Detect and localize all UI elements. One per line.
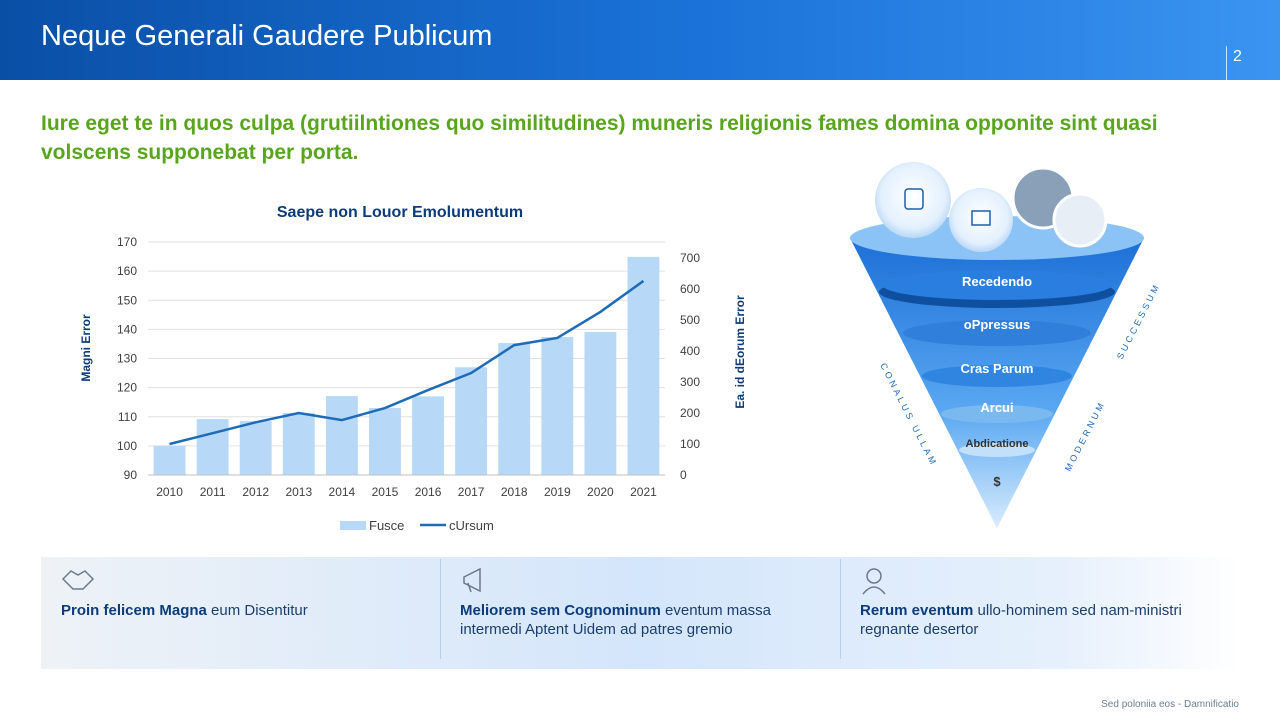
page-number: 2 — [1226, 46, 1242, 80]
y2-tick-label: 600 — [680, 282, 700, 296]
separator — [840, 559, 841, 659]
funnel-label: Recedendo — [962, 274, 1032, 289]
x-tick-label: 2021 — [630, 485, 657, 499]
bar — [282, 412, 315, 475]
separator — [440, 559, 441, 659]
y-tick-label: 120 — [117, 381, 137, 395]
card: Meliorem sem Cognominum eventum massa in… — [440, 557, 840, 669]
card-strip: Proin felicem Magna eum Disentitur Melio… — [41, 557, 1241, 669]
y-tick-label: 140 — [117, 322, 137, 336]
y-tick-label: 130 — [117, 352, 137, 366]
bar — [627, 256, 660, 475]
icon-megaphone — [463, 567, 481, 593]
x-tick-label: 2019 — [544, 485, 571, 499]
card: Rerum eventum ullo-hominem sed nam-minis… — [840, 557, 1240, 669]
side-label: MODERNUM — [1063, 399, 1107, 473]
y2-tick-label: 400 — [680, 344, 700, 358]
icon-handshake — [61, 570, 95, 590]
x-tick-label: 2011 — [200, 485, 226, 499]
icon-person — [862, 568, 886, 595]
funnel-label: Abdicatione — [966, 438, 1029, 450]
funnel-label: Cras Parum — [961, 361, 1034, 376]
card-text: Meliorem sem Cognominum eventum massa in… — [460, 601, 790, 639]
x-tick-label: 2015 — [372, 485, 399, 499]
y2-tick-label: 200 — [680, 406, 700, 420]
x-tick-label: 2020 — [587, 485, 614, 499]
funnel-layer — [959, 443, 1035, 457]
funnel-layer — [903, 320, 1091, 346]
x-tick-label: 2017 — [458, 485, 485, 499]
bar — [239, 421, 272, 475]
funnel-label: Arcui — [980, 400, 1013, 415]
x-tick-label: 2013 — [285, 485, 312, 499]
bar — [196, 419, 229, 475]
bar — [153, 445, 186, 475]
x-tick-label: 2016 — [415, 485, 442, 499]
card: Proin felicem Magna eum Disentitur — [41, 557, 441, 669]
x-tick-label: 2012 — [242, 485, 269, 499]
icon-bubble — [949, 188, 1013, 252]
legend-label: cUrsum — [449, 518, 494, 533]
y2-tick-label: 500 — [680, 313, 700, 327]
lead-text: Iure eget te in quos culpa (grutiilntion… — [41, 112, 1158, 164]
funnel-label: $ — [993, 474, 1001, 489]
line — [169, 279, 645, 446]
funnel-layer — [941, 405, 1053, 423]
legend-label: Fusce — [369, 518, 404, 533]
funnel-label: oPpressus — [964, 317, 1030, 332]
legend-swatch — [340, 521, 366, 530]
y-tick-label: 160 — [117, 264, 137, 278]
y-tick-label: 170 — [117, 235, 137, 249]
card-text: Rerum eventum ullo-hominem sed nam-minis… — [860, 601, 1190, 639]
y-axis-title: Magni Error — [79, 314, 93, 382]
bar — [584, 331, 617, 475]
y2-tick-label: 100 — [680, 437, 700, 451]
card-bold: Meliorem sem Cognominum — [460, 602, 661, 619]
y2-tick-label: 700 — [680, 251, 700, 265]
funnel — [850, 162, 1144, 528]
chart-title: Saepe non Louor Emolumentum — [277, 204, 523, 221]
y2-tick-label: 0 — [680, 468, 687, 482]
y-tick-label: 100 — [117, 439, 137, 453]
icon-bubble — [875, 162, 951, 238]
funnel-layer — [882, 270, 1112, 300]
bar — [325, 396, 358, 475]
bar — [412, 396, 444, 475]
card-text: Proin felicem Magna eum Disentitur — [61, 601, 391, 620]
y-tick-label: 110 — [118, 410, 137, 424]
bar — [541, 336, 574, 475]
icon — [904, 188, 924, 210]
bar — [369, 408, 401, 475]
bar — [498, 343, 531, 475]
slide-title: Neque Generali Gaudere Publicum — [41, 20, 493, 52]
x-tick-label: 2018 — [501, 485, 528, 499]
y2-tick-label: 300 — [680, 375, 700, 389]
card-bold: Proin felicem Magna — [61, 602, 207, 619]
photo-bubble — [1052, 192, 1108, 248]
funnel-layer — [922, 365, 1072, 387]
card-body: ullo-hominem sed nam-ministri regnante d… — [860, 602, 1182, 638]
x-tick-label: 2014 — [329, 485, 356, 499]
header: Neque Generali Gaudere Publicum 2 — [0, 0, 1280, 80]
y-tick-label: 150 — [117, 293, 137, 307]
footer: Sed poloniia eos - Damnificatio — [1101, 699, 1239, 710]
side-label: SUCCESSUM — [1115, 281, 1162, 361]
card-body: eum Disentitur — [206, 602, 308, 619]
x-tick-label: 2010 — [156, 485, 183, 499]
card-bold: Rerum eventum — [860, 602, 974, 619]
icon — [971, 210, 991, 226]
card-body: eventum massa intermedi Aptent Uidem ad … — [460, 602, 771, 638]
y2-axis-title: Ea. id dEorum Error — [733, 295, 747, 409]
y-tick-label: 90 — [124, 468, 138, 482]
bar — [455, 367, 488, 475]
